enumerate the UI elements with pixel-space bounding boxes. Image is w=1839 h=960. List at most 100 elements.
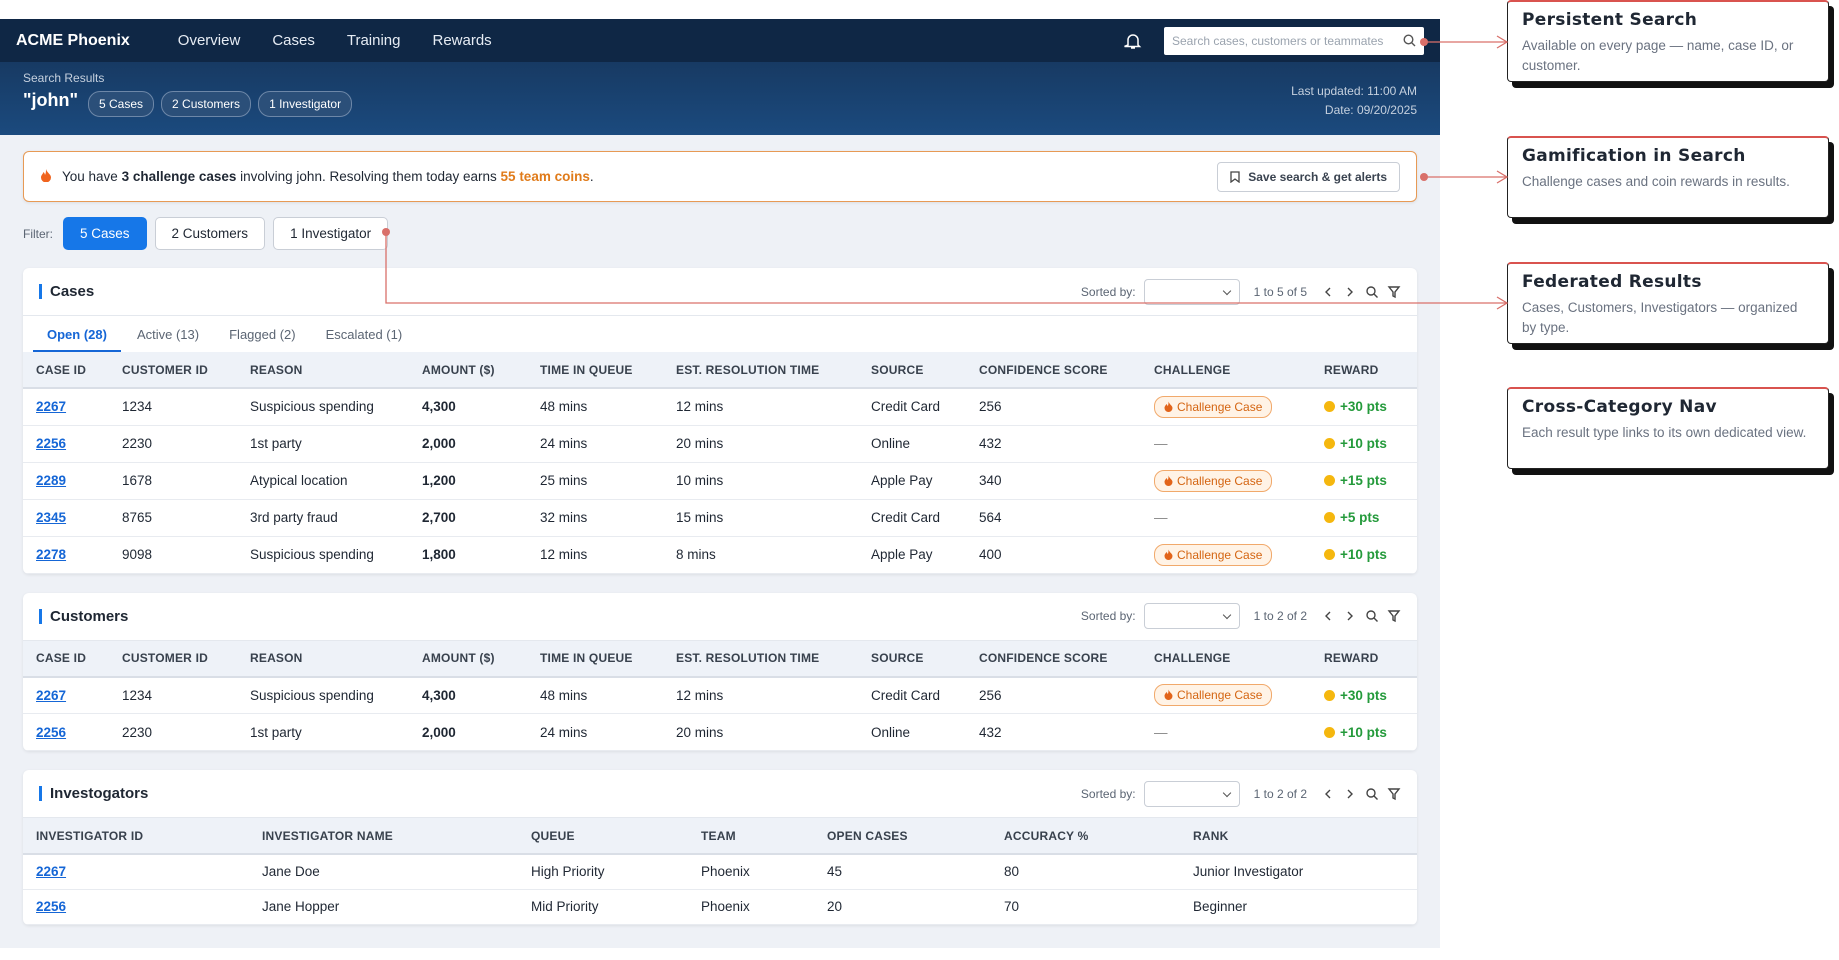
cell: — <box>1141 713 1311 751</box>
fire-icon <box>40 168 52 185</box>
nav-link[interactable]: Cases <box>272 32 315 49</box>
tab[interactable]: Flagged (2) <box>229 327 296 342</box>
toolbar-icon[interactable] <box>1387 787 1401 801</box>
annotation-title: Cross-Category Nav <box>1522 397 1717 417</box>
cell: 2267 <box>23 676 109 714</box>
cell: 340 <box>966 462 1141 500</box>
id-link[interactable]: 2267 <box>36 687 67 703</box>
annotation-title: Federated Results <box>1522 272 1702 292</box>
tab[interactable]: Active (13) <box>136 327 200 342</box>
annotation: Gamification in Search Challenge cases an… <box>1507 136 1829 218</box>
sorted-by-label: Sorted by: <box>1080 284 1136 299</box>
cell: 20 <box>814 889 991 925</box>
id-link[interactable]: 2256 <box>36 899 67 914</box>
search-header: Search Results "john" 5 Cases 2 Customers… <box>0 62 1440 135</box>
toolbar-icon[interactable] <box>1387 609 1401 623</box>
filter-button[interactable]: 2 Customers <box>154 217 266 250</box>
toolbar-icon[interactable] <box>1321 285 1335 299</box>
sort-select[interactable] <box>1143 603 1240 629</box>
cell-text: Beginner <box>1193 899 1248 914</box>
result-card: Cases Sorted by: 1 to 5 of 5 Open (28) Activ… <box>23 268 1417 574</box>
cell: 80 <box>991 854 1180 890</box>
result-chip[interactable]: 2 Customers <box>161 91 252 117</box>
filter-button[interactable]: 1 Investigator <box>273 217 389 250</box>
cell: 2230 <box>109 713 237 751</box>
coin-icon <box>1324 475 1335 486</box>
filter-label: Filter: <box>23 226 53 241</box>
id-link[interactable]: 2256 <box>36 436 67 451</box>
id-link[interactable]: 2345 <box>36 510 67 525</box>
toolbar-icon[interactable] <box>1365 609 1379 623</box>
toolbar-icon[interactable] <box>1343 609 1357 623</box>
tab[interactable]: Escalated (1) <box>325 327 403 342</box>
fire-icon <box>1164 475 1173 486</box>
cell: Apple Pay <box>858 462 966 500</box>
cell-text: Online <box>871 436 911 451</box>
cell-text: Phoenix <box>701 864 750 880</box>
cell: 2256 <box>23 425 109 463</box>
toolbar-icon[interactable] <box>1365 285 1379 299</box>
result-chip[interactable]: 1 Investigator <box>258 91 353 117</box>
column-header: RANK <box>1180 818 1417 855</box>
sort-select[interactable] <box>1143 780 1240 807</box>
page-range: 1 to 2 of 2 <box>1253 609 1307 623</box>
amount: 4,300 <box>422 687 456 703</box>
column-header: CHALLENGE <box>1141 640 1311 678</box>
cell: 9098 <box>109 536 237 574</box>
arrowhead <box>1496 35 1509 49</box>
toolbar-icon[interactable] <box>1321 787 1335 801</box>
challenge-badge: Challenge Case <box>1154 469 1273 492</box>
annotation-body: Available on every page — name, case ID,… <box>1522 38 1794 73</box>
search-placeholder: Search cases, customers or teammates <box>1172 33 1384 48</box>
tab[interactable]: Open (28) <box>33 316 121 352</box>
cell: 2,000 <box>409 713 527 751</box>
challenge-badge: Challenge Case <box>1154 684 1273 707</box>
cell-text: Jane Doe <box>262 864 320 880</box>
cell: 3rd party fraud <box>237 499 409 537</box>
reward: +15 pts <box>1340 473 1387 488</box>
no-challenge: — <box>1154 436 1168 451</box>
id-link[interactable]: 2267 <box>36 399 67 415</box>
cell-text: Apple Pay <box>871 547 933 562</box>
result-chip[interactable]: 5 Cases <box>88 91 155 117</box>
table-body: 2267 Jane Doe High Priority Phoenix 45 80 Juni… <box>23 854 1417 925</box>
toolbar-icon[interactable] <box>1387 285 1401 299</box>
column-header: CUSTOMER ID <box>109 640 237 678</box>
cell-text: 45 <box>827 864 843 880</box>
nav-link[interactable]: Rewards <box>432 32 492 49</box>
bell-icon[interactable] <box>1124 32 1142 50</box>
fire-icon <box>1164 549 1173 560</box>
annotation-body: Each result type links to its own dedica… <box>1522 425 1807 440</box>
id-link[interactable]: 2256 <box>36 724 67 740</box>
toolbar-icon[interactable] <box>1321 609 1335 623</box>
filter-button[interactable]: 5 Cases <box>63 217 147 250</box>
nav-link[interactable]: Overview <box>177 32 241 49</box>
header-chips: 5 Cases 2 Customers 1 Investigator <box>88 91 353 117</box>
card-tools: Sorted by: 1 to 2 of 2 <box>1081 780 1401 807</box>
cell-text: 9098 <box>122 547 153 562</box>
id-link[interactable]: 2289 <box>36 473 67 488</box>
cell-text: 24 mins <box>540 436 588 451</box>
reward: +30 pts <box>1340 687 1387 703</box>
brand[interactable]: ACME Phoenix <box>16 31 130 49</box>
results-table: CASE ID CUSTOMER ID REASON AMOUNT ($) TIME I… <box>23 352 1417 574</box>
annotation-title: Persistent Search <box>1522 10 1698 30</box>
cell: — <box>1141 499 1311 537</box>
nav-link[interactable]: Training <box>346 32 401 49</box>
toolbar-icon[interactable] <box>1343 787 1357 801</box>
card-tools: Sorted by: 1 to 2 of 2 <box>1081 603 1401 629</box>
search-input[interactable]: Search cases, customers or teammates <box>1164 26 1424 55</box>
cell: Credit Card <box>858 676 966 714</box>
toolbar-icon[interactable] <box>1343 285 1357 299</box>
toolbar-icon[interactable] <box>1365 787 1379 801</box>
cell: 1,800 <box>409 536 527 574</box>
cell: 45 <box>814 854 991 890</box>
header-query: "john" <box>23 90 79 110</box>
id-link[interactable]: 2278 <box>36 547 67 562</box>
sort-select[interactable] <box>1143 278 1240 305</box>
cell: Online <box>858 713 966 751</box>
results-table: INVESTIGATOR ID INVESTIGATOR NAME QUEUE TEA… <box>23 818 1417 925</box>
id-link[interactable]: 2267 <box>36 864 67 880</box>
save-search-button[interactable]: Save search & get alerts <box>1217 161 1400 192</box>
card-header: Customers Sorted by: 1 to 2 of 2 <box>23 593 1417 641</box>
